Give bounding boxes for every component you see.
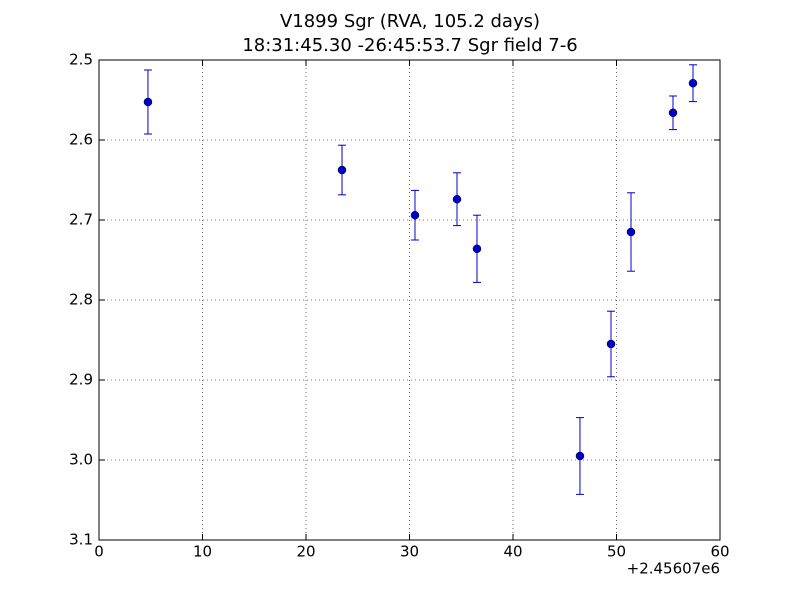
point <box>143 97 153 107</box>
x-tick-label: 40 <box>503 543 522 561</box>
x-tick-label: 20 <box>296 543 315 561</box>
y-tick-label: 2.7 <box>69 211 93 229</box>
y-tick-label: 3.1 <box>69 531 93 549</box>
point <box>606 339 616 349</box>
point <box>668 108 678 118</box>
x-tick-label: 30 <box>400 543 419 561</box>
chart-title: V1899 Sgr (RVA, 105.2 days) <box>280 11 540 32</box>
y-tick-label: 3.0 <box>69 451 93 469</box>
y-tick-label: 2.8 <box>69 291 93 309</box>
x-offset-label: +2.45607e6 <box>627 560 720 578</box>
point <box>452 194 462 204</box>
x-tick-label: 60 <box>710 543 729 561</box>
point <box>575 451 585 461</box>
point <box>626 227 636 237</box>
y-tick-label: 2.6 <box>69 131 93 149</box>
point <box>472 244 482 254</box>
point <box>410 210 420 220</box>
x-tick-label: 0 <box>94 543 104 561</box>
x-tick-label: 10 <box>193 543 212 561</box>
x-tick-label: 50 <box>607 543 626 561</box>
point <box>337 165 347 175</box>
y-tick-label: 2.5 <box>69 51 93 69</box>
point <box>688 78 698 88</box>
chart-subtitle: 18:31:45.30 -26:45:53.7 Sgr field 7-6 <box>242 35 577 56</box>
y-tick-label: 2.9 <box>69 371 93 389</box>
plot-frame <box>98 59 721 541</box>
